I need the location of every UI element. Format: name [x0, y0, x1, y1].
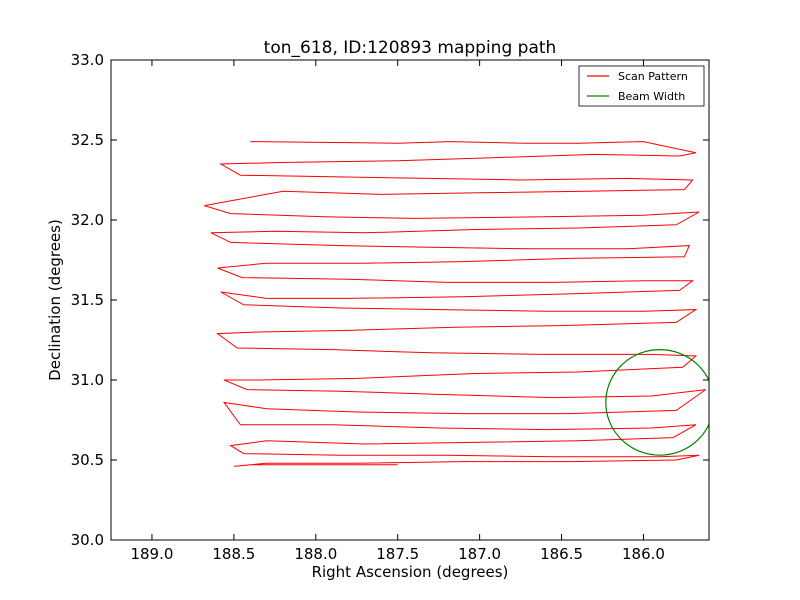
- y-tick-label: 30.5: [71, 451, 104, 469]
- x-tick-label: 186.5: [540, 545, 583, 563]
- x-tick-label: 187.0: [458, 545, 501, 563]
- x-axis: 189.0 188.5 188.0 187.5 187.0 186.5 186.0: [130, 60, 665, 563]
- y-tick-label: 32.5: [71, 131, 104, 149]
- x-axis-label: Right Ascension (degrees): [312, 563, 509, 581]
- legend: Scan Pattern Beam Width: [578, 65, 705, 107]
- legend-label-beam-width: Beam Width: [618, 90, 685, 103]
- series-beam-width: [605, 349, 709, 456]
- series-layer: [204, 141, 709, 467]
- y-axis-label: Declination (degrees): [46, 219, 64, 381]
- y-tick-label: 31.0: [71, 371, 104, 389]
- x-tick-label: 186.0: [622, 545, 665, 563]
- plot-area: [111, 60, 709, 540]
- legend-label-scan-pattern: Scan Pattern: [618, 70, 688, 83]
- legend-box: [578, 65, 705, 107]
- chart-title: ton_618, ID:120893 mapping path: [264, 38, 557, 58]
- y-tick-label: 30.0: [71, 531, 104, 549]
- x-tick-label: 189.0: [130, 545, 173, 563]
- y-axis: 30.0 30.5 31.0 31.5 32.0 32.5 33.0: [71, 51, 709, 549]
- y-tick-label: 31.5: [71, 291, 104, 309]
- x-tick-label: 188.5: [212, 545, 255, 563]
- y-tick-label: 32.0: [71, 211, 104, 229]
- x-tick-label: 188.0: [294, 545, 337, 563]
- series-scan-pattern: [204, 141, 706, 467]
- x-tick-label: 187.5: [376, 545, 419, 563]
- y-tick-label: 33.0: [71, 51, 104, 69]
